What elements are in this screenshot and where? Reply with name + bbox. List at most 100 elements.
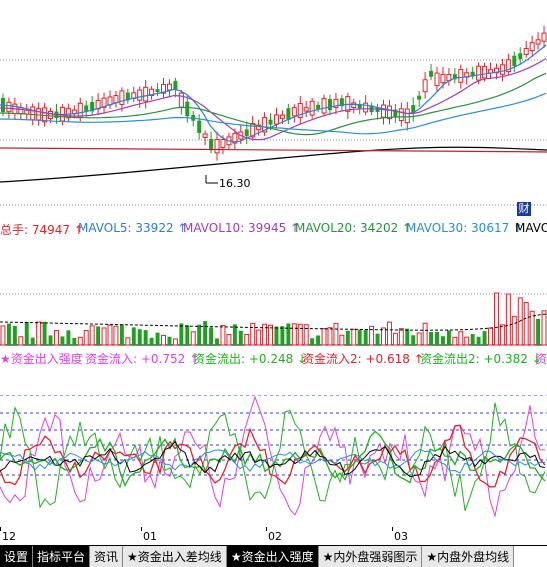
volume-bar xyxy=(536,318,541,345)
candle xyxy=(166,79,172,98)
candle xyxy=(339,94,344,111)
tab-0[interactable]: 设置 xyxy=(0,546,34,567)
date-label: 01 xyxy=(143,530,157,543)
fund-balance-line xyxy=(0,440,546,478)
volume-bar xyxy=(297,323,303,346)
volume-bar xyxy=(416,332,422,346)
volume-bar xyxy=(310,338,315,345)
volume-bar xyxy=(280,326,285,345)
ma30-line xyxy=(0,92,547,135)
volume-bar xyxy=(6,323,11,345)
volume-bar xyxy=(30,337,35,345)
volume-bar xyxy=(351,328,357,346)
candle xyxy=(434,66,440,93)
candle xyxy=(523,40,529,58)
volume-bar xyxy=(398,328,404,346)
candle xyxy=(380,99,386,125)
volume-legend-item: 总手: 74947 ↑ xyxy=(0,223,84,237)
fund-flow-chart[interactable] xyxy=(0,394,547,525)
tab-2[interactable]: 资讯 xyxy=(90,546,124,567)
tab-4[interactable]: ★资金出入强度 xyxy=(226,546,319,567)
volume-bar xyxy=(529,310,535,346)
candle xyxy=(214,131,220,161)
candle xyxy=(161,77,167,98)
volume-bar xyxy=(244,333,250,346)
candle xyxy=(417,90,422,107)
candle xyxy=(446,68,452,86)
volume-bar xyxy=(386,321,392,346)
volume-bar xyxy=(203,321,208,345)
date-axis: 12 01 02 03 xyxy=(0,527,547,545)
volume-bar xyxy=(316,335,321,345)
volume-bar xyxy=(440,336,445,345)
volume-bar xyxy=(303,324,309,346)
price-chart[interactable]: 16.30 财 xyxy=(0,0,547,218)
tab-1[interactable]: 指标平台 xyxy=(33,546,91,567)
volume-bar xyxy=(327,327,333,346)
tab-5[interactable]: ★内外盘强弱图示 xyxy=(318,546,423,567)
volume-bar xyxy=(12,326,17,345)
fund-inflow2-line xyxy=(0,424,546,488)
date-tick xyxy=(141,527,142,531)
candle xyxy=(316,101,321,113)
volume-bar xyxy=(107,324,113,346)
date-label: 12 xyxy=(2,530,16,543)
candle xyxy=(386,99,392,125)
fund-flow-legend-item: 资金流入: +0.752 ↑ xyxy=(85,352,200,366)
candlestick-chart[interactable]: 16.30 xyxy=(0,0,547,218)
ma10-line xyxy=(0,57,547,141)
volume-bar xyxy=(113,325,119,346)
candle xyxy=(518,47,523,66)
volume-bar xyxy=(18,336,24,346)
candle xyxy=(24,103,30,120)
candle xyxy=(101,92,107,114)
volume-bar xyxy=(155,332,160,345)
volume-bar xyxy=(392,332,398,346)
date-tick xyxy=(266,527,267,531)
volume-bar xyxy=(505,293,511,346)
candle xyxy=(297,96,303,124)
volume-bar xyxy=(523,302,529,346)
candle xyxy=(357,100,362,115)
volume-bar xyxy=(429,331,434,345)
volume-bar xyxy=(96,326,101,345)
candle xyxy=(173,77,178,98)
volume-legend-item: MAVOL10: 39945 ↑ xyxy=(183,221,301,235)
candle xyxy=(411,97,416,122)
volume-legend-item: MAVOL5: 33922 ↑ xyxy=(78,221,188,235)
volume-bar xyxy=(363,330,368,345)
finance-icon[interactable]: 财 xyxy=(517,202,531,216)
tab-3[interactable]: ★资金出入差均线 xyxy=(123,546,227,567)
candle xyxy=(482,62,488,82)
volume-bar xyxy=(215,338,219,345)
candle xyxy=(149,86,155,100)
volume-indicator-legend: 总手: 74947 ↑ MAVOL5: 33922 ↑ MAVOL10: 39945… xyxy=(0,218,547,238)
volume-bar xyxy=(131,327,136,345)
candle xyxy=(131,86,137,103)
volume-chart[interactable] xyxy=(0,280,547,346)
volume-bar xyxy=(161,334,166,346)
candle xyxy=(398,102,404,127)
volume-bar xyxy=(48,335,53,345)
volume-bar xyxy=(369,325,375,346)
candle xyxy=(262,112,268,136)
candle xyxy=(422,72,428,99)
tab-6[interactable]: ★内盘外盘均线 xyxy=(422,546,515,567)
candle xyxy=(375,103,380,120)
volume-bar xyxy=(511,315,517,346)
candle xyxy=(155,83,160,97)
candle xyxy=(309,98,315,119)
volume-bar xyxy=(54,330,59,346)
volume-bar xyxy=(209,327,214,345)
volume-bar xyxy=(101,327,107,346)
volume-bar xyxy=(232,324,237,345)
ma20-line xyxy=(0,72,547,136)
candle xyxy=(250,115,256,141)
candle xyxy=(470,66,475,80)
candle xyxy=(505,53,511,76)
candle xyxy=(351,98,357,114)
candle xyxy=(185,95,190,123)
date-tick xyxy=(392,527,393,531)
volume-bar xyxy=(250,322,256,346)
volume-bar xyxy=(24,321,29,345)
